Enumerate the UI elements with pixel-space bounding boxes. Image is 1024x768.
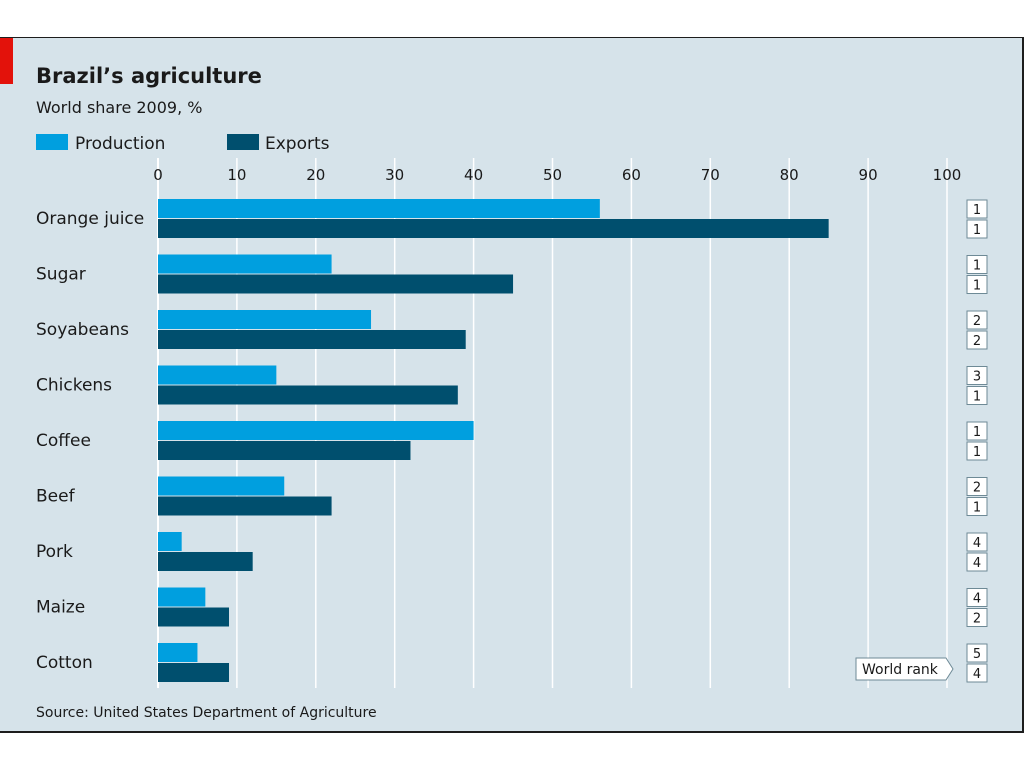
category-label: Chickens: [36, 376, 112, 396]
world-rank-label: World rank: [862, 662, 939, 678]
x-tick-label: 100: [933, 166, 962, 184]
rank-production-value: 4: [973, 592, 981, 607]
rank-exports-value: 2: [973, 334, 981, 349]
bar-production: [158, 476, 285, 496]
rank-exports-box: [966, 608, 988, 627]
rank-exports-value: 2: [973, 612, 981, 627]
rank-production-value: 1: [973, 425, 981, 440]
x-tick-label: 30: [385, 166, 404, 184]
rank-production-value: 5: [973, 647, 981, 662]
bar-exports: [158, 663, 230, 682]
rank-production-box: [966, 310, 988, 330]
rank-exports-value: 1: [973, 445, 981, 460]
x-tick-label: 90: [859, 166, 878, 184]
rank-exports-value: 1: [973, 279, 981, 294]
x-tick-label: 80: [780, 166, 799, 184]
rank-exports-box: [966, 441, 988, 461]
world-rank-callout: [855, 657, 954, 681]
x-tick-label: 70: [701, 166, 720, 184]
rank-production-value: 1: [973, 259, 981, 274]
bar-production: [158, 310, 372, 329]
rank-exports-value: 1: [973, 390, 981, 405]
rank-production-value: 2: [973, 481, 981, 496]
category-label: Orange juice: [36, 209, 144, 229]
bar-exports: [158, 274, 514, 294]
source-note: Source: United States Department of Agri…: [36, 705, 377, 721]
category-label: Cotton: [36, 653, 93, 673]
bar-exports: [158, 607, 230, 627]
category-label: Maize: [36, 598, 85, 618]
bar-production: [158, 199, 600, 218]
rank-production-box: [966, 477, 988, 496]
rank-production-value: 1: [973, 203, 981, 218]
bar-exports: [158, 330, 466, 349]
chart-svg: Brazil’s agriculture World share 2009, %…: [36, 64, 988, 721]
bar-production: [158, 421, 474, 440]
legend-swatch-production: [36, 134, 68, 150]
rank-production-box: [966, 199, 988, 219]
bar-exports: [158, 219, 829, 238]
rank-production-box: [966, 255, 988, 274]
rank-exports-box: [966, 552, 988, 572]
rank-exports-value: 4: [973, 556, 981, 571]
rank-production-value: 2: [973, 314, 981, 329]
bar-production: [158, 254, 332, 274]
legend-label-exports: Exports: [265, 134, 330, 154]
chart-title: Brazil’s agriculture: [36, 64, 262, 88]
bar-exports: [158, 552, 253, 571]
rank-exports-box: [966, 275, 988, 294]
rank-production-box: [966, 366, 988, 385]
category-label: Pork: [36, 542, 73, 562]
rank-production-box: [966, 532, 988, 552]
chart-subtitle: World share 2009, %: [36, 98, 202, 117]
bar-exports: [158, 385, 458, 405]
category-label: Soyabeans: [36, 320, 129, 340]
rank-exports-box: [966, 219, 988, 239]
rank-exports-value: 4: [973, 667, 981, 682]
x-tick-label: 40: [464, 166, 483, 184]
rank-production-box: [966, 421, 988, 441]
bar-production: [158, 587, 206, 607]
legend-label-production: Production: [75, 134, 165, 154]
rank-production-value: 3: [973, 370, 981, 385]
bar-production: [158, 532, 182, 551]
x-tick-label: 10: [227, 166, 246, 184]
rank-production-box: [966, 643, 988, 663]
bar-exports: [158, 496, 332, 516]
x-tick-label: 20: [306, 166, 325, 184]
rank-exports-box: [966, 386, 988, 405]
rank-exports-value: 1: [973, 223, 981, 238]
legend-swatch-exports: [227, 134, 259, 150]
chart-panel: Brazil’s agriculture World share 2009, %…: [0, 37, 1024, 733]
x-tick-label: 50: [543, 166, 562, 184]
category-label: Sugar: [36, 265, 86, 285]
rank-exports-box: [966, 663, 988, 683]
bar-exports: [158, 441, 411, 460]
x-tick-label: 60: [622, 166, 641, 184]
category-label: Beef: [36, 487, 76, 507]
brand-tag: [0, 38, 13, 84]
rank-production-value: 4: [973, 536, 981, 551]
rank-exports-value: 1: [973, 501, 981, 516]
x-tick-label: 0: [153, 166, 163, 184]
category-label: Coffee: [36, 431, 91, 451]
rank-production-box: [966, 588, 988, 607]
bar-production: [158, 643, 198, 662]
bar-production: [158, 365, 277, 385]
rank-exports-box: [966, 330, 988, 350]
rank-exports-box: [966, 497, 988, 516]
